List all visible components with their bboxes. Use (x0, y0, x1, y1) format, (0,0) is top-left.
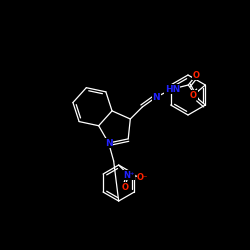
Text: O: O (190, 90, 197, 100)
Text: O⁻: O⁻ (137, 172, 148, 182)
Text: N: N (152, 92, 160, 102)
Text: O: O (121, 182, 128, 192)
Text: N: N (105, 138, 112, 147)
Text: HN: HN (165, 84, 180, 94)
Text: N⁺: N⁺ (123, 170, 134, 179)
Text: O: O (193, 70, 200, 80)
